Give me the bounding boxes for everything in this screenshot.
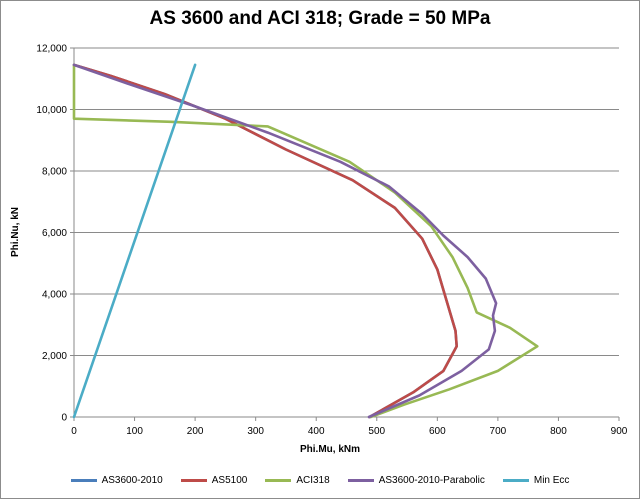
legend-swatch: [265, 479, 292, 482]
x-tick-label: 900: [611, 426, 628, 437]
legend-swatch: [502, 479, 529, 482]
legend-label: AS3600-2010-Parabolic: [378, 475, 485, 486]
x-tick-label: 800: [550, 426, 567, 437]
x-tick-label: 300: [247, 426, 264, 437]
series-line-aci318: [72, 63, 539, 419]
y-tick-label: 8,000: [42, 167, 67, 178]
series-line-as3600-2010: [72, 63, 459, 419]
y-tick-label: 12,000: [36, 44, 67, 55]
y-tick-label: 10,000: [36, 105, 67, 116]
legend-item: Min Ecc: [502, 475, 570, 486]
legend-label: AS3600-2010: [101, 475, 163, 486]
x-tick-label: 100: [126, 426, 143, 437]
legend-label: AS5100: [211, 475, 248, 486]
x-tick-label: 0: [71, 426, 77, 437]
series-line-as3600-2010-parabolic: [72, 63, 498, 419]
legend-label: ACI318: [296, 475, 330, 486]
x-tick-label: 500: [368, 426, 385, 437]
legend-item: ACI318: [265, 475, 330, 486]
y-tick-label: 0: [61, 413, 67, 424]
legend-swatch: [347, 479, 374, 482]
legend-swatch: [180, 479, 207, 482]
y-tick-label: 4,000: [42, 290, 67, 301]
y-tick-label: 6,000: [42, 228, 67, 239]
legend-label: Min Ecc: [533, 475, 570, 486]
legend: AS3600-2010 AS5100 ACI318 AS3600-2010-Pa…: [0, 475, 640, 486]
x-tick-label: 700: [490, 426, 507, 437]
y-tick-label: 2,000: [42, 351, 67, 362]
x-tick-label: 600: [429, 426, 446, 437]
legend-item: AS5100: [180, 475, 248, 486]
chart-title: AS 3600 and ACI 318; Grade = 50 MPa: [149, 8, 491, 29]
series-line-as5100: [72, 63, 459, 419]
legend-swatch: [70, 479, 97, 482]
y-axis-label: Phi.Nu, kN: [10, 206, 21, 258]
x-axis-label: Phi.Mu, kNm: [299, 444, 360, 455]
legend-item: AS3600-2010: [70, 475, 163, 486]
x-tick-label: 400: [308, 426, 325, 437]
x-tick-label: 200: [187, 426, 204, 437]
series-line-min-ecc: [72, 63, 197, 419]
legend-item: AS3600-2010-Parabolic: [347, 475, 485, 486]
